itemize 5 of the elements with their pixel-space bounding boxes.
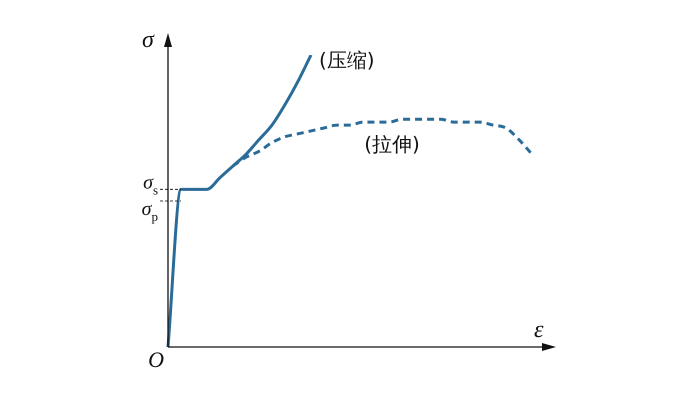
text: O: [148, 347, 164, 372]
y-axis-title: σ: [142, 27, 155, 53]
series-label: (压缩): [319, 48, 375, 72]
x-axis-title: ε: [534, 317, 544, 343]
series-label: (拉伸): [364, 132, 420, 156]
